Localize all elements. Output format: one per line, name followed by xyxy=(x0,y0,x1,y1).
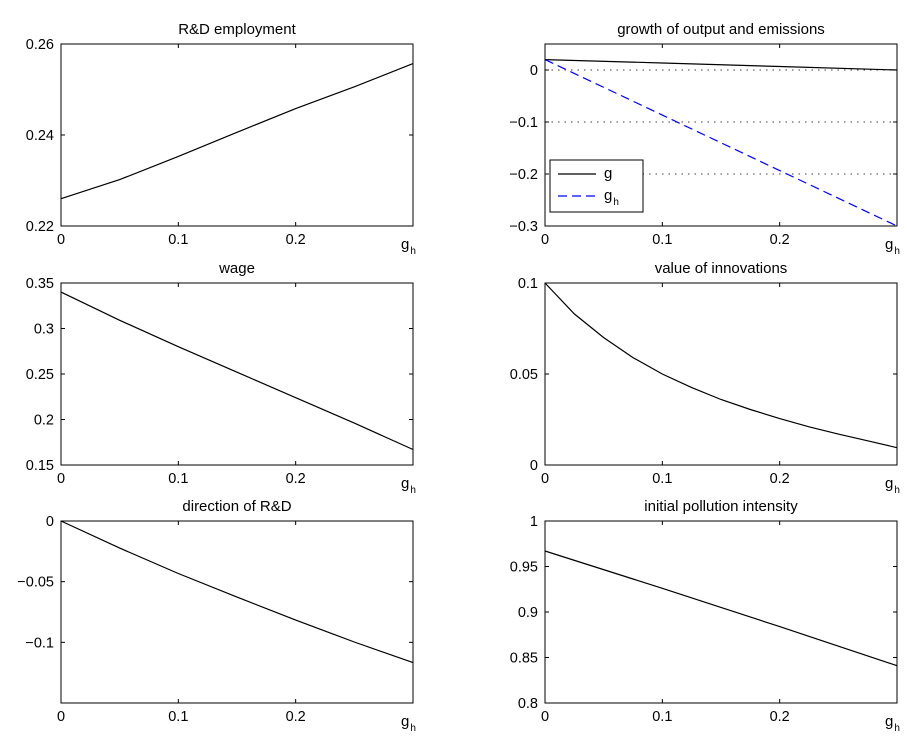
y-tick-label: 0.85 xyxy=(510,651,538,667)
y-tick-label: 0 xyxy=(46,514,54,530)
x-tick-label: 0.1 xyxy=(168,471,188,487)
chart-panel-6: 0 0.1 0.2 0.8 0.85 0.9 0.95 1 initial pollution … xyxy=(510,498,900,734)
series-line-1 xyxy=(545,60,897,70)
y-tick-label: −0.1 xyxy=(25,635,54,651)
axes-box xyxy=(61,44,413,226)
x-tick-label: 0.1 xyxy=(652,232,672,248)
chart-panel-1: 0 0.1 0.2 0.22 0.24 0.26 R&D employment gh xyxy=(26,21,416,257)
x-tick-label: 0 xyxy=(541,471,549,487)
series-line-1 xyxy=(545,551,897,666)
y-tick-label: 0.9 xyxy=(518,605,538,621)
series-line-1 xyxy=(61,292,413,449)
x-axis-label: gh xyxy=(401,236,416,257)
y-tick-label: −0.2 xyxy=(509,167,538,183)
y-tick-label: −0.1 xyxy=(509,115,538,131)
chart-title: value of innovations xyxy=(655,260,788,277)
y-tick-label: 0.8 xyxy=(518,696,538,712)
x-tick-label: 0.2 xyxy=(286,232,306,248)
x-tick-label: 0.2 xyxy=(770,709,790,725)
chart-title: direction of R&D xyxy=(182,498,291,515)
chart-title: R&D employment xyxy=(178,21,296,38)
x-tick-label: 0 xyxy=(541,709,549,725)
x-tick-label: 0.2 xyxy=(286,471,306,487)
x-tick-label: 0 xyxy=(57,232,65,248)
axes-box xyxy=(545,521,897,703)
x-tick-label: 0 xyxy=(541,232,549,248)
legend-box xyxy=(550,160,643,212)
y-tick-label: 0.25 xyxy=(26,367,54,383)
y-tick-label: 0.95 xyxy=(510,560,538,576)
chart-title: initial pollution intensity xyxy=(644,498,798,515)
x-tick-label: 0 xyxy=(57,471,65,487)
y-tick-label: 1 xyxy=(530,514,538,530)
x-tick-label: 0.1 xyxy=(652,471,672,487)
x-tick-label: 0.1 xyxy=(168,232,188,248)
y-tick-label: 0.05 xyxy=(510,367,538,383)
x-axis-label: gh xyxy=(401,713,416,734)
chart-title: wage xyxy=(218,260,255,277)
chart-panel-5: 0 0.1 0.2 −0.1 −0.05 0 direction of R&D gh xyxy=(17,498,416,734)
x-tick-label: 0 xyxy=(57,709,65,725)
x-axis-label: gh xyxy=(885,475,900,496)
y-tick-label: 0.26 xyxy=(26,37,54,53)
x-tick-label: 0.2 xyxy=(286,709,306,725)
chart-panel-2: 0 0.1 0.2 −0.3 −0.2 −0.1 0 growth of output and… xyxy=(509,21,900,257)
chart-panel-4: 0 0.1 0.2 0 0.05 0.1 value of innovations gh xyxy=(510,260,900,496)
y-tick-label: 0 xyxy=(530,63,538,79)
y-tick-label: 0.2 xyxy=(34,413,54,429)
x-axis-label: gh xyxy=(401,475,416,496)
x-axis-label: gh xyxy=(885,236,900,257)
legend-label: g xyxy=(604,165,612,182)
chart-title: growth of output and emissions xyxy=(617,21,825,38)
axes-box xyxy=(61,521,413,703)
chart-panel-3: 0 0.1 0.2 0.15 0.2 0.25 0.3 0.35 wage gh xyxy=(26,260,416,496)
x-tick-label: 0.2 xyxy=(770,471,790,487)
series-line-1 xyxy=(61,521,413,663)
y-tick-label: 0.1 xyxy=(518,276,538,292)
axes-box xyxy=(545,283,897,465)
y-tick-label: −0.05 xyxy=(17,575,54,591)
series-line-1 xyxy=(545,283,897,448)
x-tick-label: 0.2 xyxy=(770,232,790,248)
y-tick-label: 0.3 xyxy=(34,322,54,338)
y-tick-label: 0.35 xyxy=(26,276,54,292)
legend: ggh xyxy=(550,160,643,212)
y-tick-label: −0.3 xyxy=(509,219,538,235)
y-tick-label: 0 xyxy=(530,458,538,474)
axes-box xyxy=(61,283,413,465)
x-tick-label: 0.1 xyxy=(652,709,672,725)
x-axis-label: gh xyxy=(885,713,900,734)
y-tick-label: 0.22 xyxy=(26,219,54,235)
y-tick-label: 0.15 xyxy=(26,458,54,474)
x-tick-label: 0.1 xyxy=(168,709,188,725)
y-tick-label: 0.24 xyxy=(26,128,54,144)
series-line-1 xyxy=(61,64,413,199)
